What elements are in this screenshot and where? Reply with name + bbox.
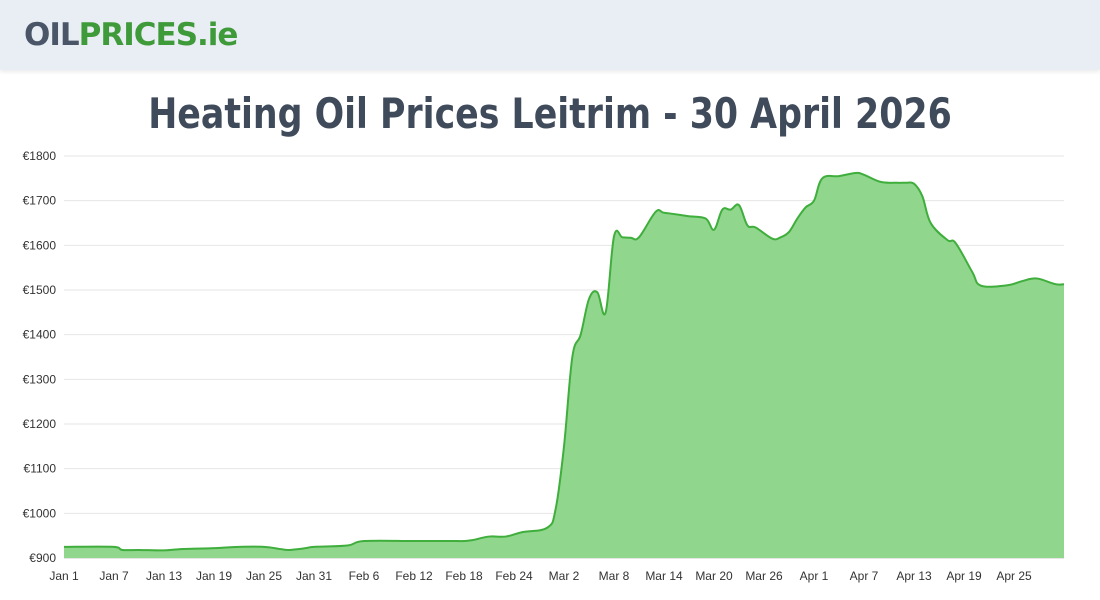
x-tick-label: Mar 26 (745, 569, 783, 583)
x-tick-label: Apr 7 (850, 569, 879, 583)
header-bar: OILPRICES.ie (0, 0, 1100, 70)
x-tick-label: Apr 19 (946, 569, 982, 583)
x-tick-label: Jan 19 (196, 569, 232, 583)
y-tick-label: €900 (29, 551, 56, 565)
x-tick-label: Mar 2 (549, 569, 580, 583)
x-tick-label: Apr 25 (996, 569, 1032, 583)
y-tick-label: €1600 (23, 238, 57, 252)
x-tick-label: Feb 6 (349, 569, 380, 583)
x-tick-label: Jan 13 (146, 569, 182, 583)
y-tick-label: €1100 (24, 462, 57, 476)
series-line (63, 171, 1065, 552)
x-tick-label: Feb 18 (445, 569, 483, 583)
x-tick-label: Mar 8 (599, 569, 630, 583)
series-area (64, 172, 1064, 558)
logo-tld: .ie (197, 17, 238, 53)
x-tick-label: Feb 12 (395, 569, 433, 583)
logo-oil: OIL (24, 17, 80, 53)
y-tick-label: €1800 (23, 149, 57, 163)
chart-title: Heating Oil Prices Leitrim - 30 April 20… (148, 89, 952, 138)
x-tick-label: Feb 24 (495, 569, 533, 583)
x-tick-label: Apr 13 (896, 569, 932, 583)
x-tick-label: Mar 20 (695, 569, 733, 583)
y-tick-label: €1200 (23, 417, 57, 431)
x-tick-label: Jan 7 (99, 569, 129, 583)
x-tick-label: Mar 14 (645, 569, 683, 583)
x-tick-label: Jan 25 (246, 569, 282, 583)
x-tick-label: Apr 1 (800, 569, 829, 583)
y-tick-label: €1300 (23, 372, 57, 386)
x-tick-label: Jan 1 (49, 569, 79, 583)
site-logo[interactable]: OILPRICES.ie (24, 15, 238, 55)
y-tick-label: €1500 (23, 283, 57, 297)
x-tick-label: Jan 31 (296, 569, 332, 583)
y-tick-label: €1400 (23, 328, 57, 342)
y-tick-label: €1000 (23, 506, 57, 520)
y-tick-label: €1700 (23, 194, 57, 208)
logo-prices: PRICES (78, 17, 198, 53)
